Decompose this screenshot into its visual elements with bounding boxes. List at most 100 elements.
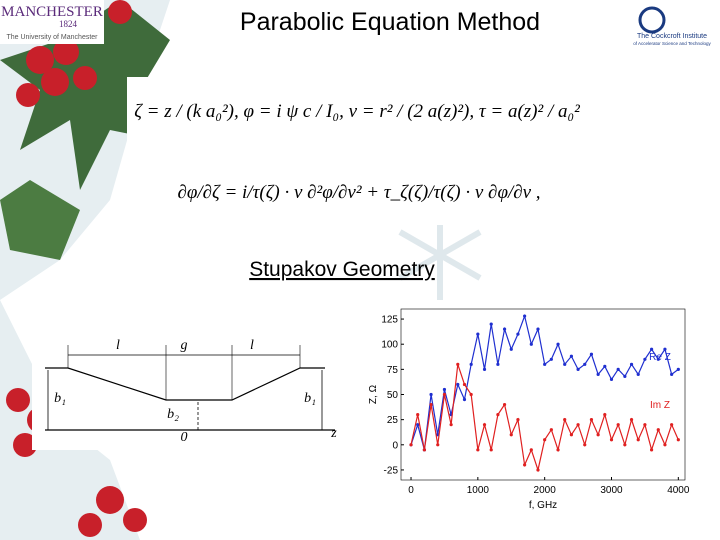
series-point <box>636 438 640 442</box>
equation: ∂φ/∂ζ = i/τ(ζ) · v ∂²φ/∂v² + τ_ζ(ζ)/τ(ζ)… <box>177 182 540 203</box>
series-point <box>609 438 614 442</box>
logo-name: MANCHESTER <box>1 4 103 20</box>
series-point <box>676 438 680 442</box>
series-point <box>482 367 487 371</box>
y-tick-label: -25 <box>384 465 399 476</box>
series-point <box>456 362 460 366</box>
series-point <box>563 362 567 366</box>
diagram <box>32 333 342 450</box>
series-point <box>496 413 500 417</box>
series-point <box>543 362 547 366</box>
legend-label: Im Z <box>650 400 670 411</box>
series-point <box>549 357 553 361</box>
y-tick-label: 100 <box>381 340 398 351</box>
series-point <box>529 448 533 452</box>
series-point <box>670 423 674 427</box>
series-point <box>643 357 647 361</box>
series-point <box>656 428 660 432</box>
slide-title: Parabolic Equation Method <box>240 8 540 36</box>
series-point <box>603 413 607 417</box>
series-point <box>636 372 640 376</box>
series-point <box>589 352 594 356</box>
series-point <box>663 347 667 351</box>
series-point <box>609 377 614 382</box>
x-axis-label: f, GHz <box>529 500 557 511</box>
holly-leaf <box>0 180 80 260</box>
logo-right-mark <box>638 6 666 34</box>
equation-box <box>205 160 513 225</box>
series-point <box>416 423 420 427</box>
series-point <box>596 372 600 376</box>
diagram-label: l <box>250 338 254 353</box>
diagram-label: b₁ <box>54 391 66 406</box>
y-tick-label: 50 <box>387 390 399 401</box>
series-point <box>442 387 447 392</box>
series-point <box>529 342 533 346</box>
series-point <box>469 362 473 366</box>
series-point <box>603 364 607 368</box>
x-tick-label: 2000 <box>534 485 557 496</box>
series-point <box>670 372 674 376</box>
series-point <box>502 327 507 331</box>
series-point <box>543 438 547 442</box>
series-point <box>436 443 440 447</box>
y-tick-label: 25 <box>387 415 399 426</box>
diagram-label: 0 <box>181 430 188 445</box>
series-point <box>449 423 453 427</box>
series-point <box>649 347 654 351</box>
series-point <box>462 382 467 387</box>
series-point <box>549 428 553 432</box>
x-tick-label: 4000 <box>667 485 690 496</box>
series-point <box>649 448 654 452</box>
legend-label: Re Z <box>649 352 671 363</box>
series-point <box>616 423 620 427</box>
series-point <box>623 443 627 447</box>
series-point <box>509 433 513 437</box>
series-point <box>429 402 433 407</box>
series-point <box>569 354 574 358</box>
y-tick-label: 0 <box>392 440 398 451</box>
series-point <box>516 332 520 336</box>
diagram-label: b₂ <box>167 407 179 422</box>
logo-left-box <box>0 0 104 44</box>
series-point <box>596 433 600 437</box>
y-tick-label: 75 <box>387 365 399 376</box>
series-point <box>422 448 426 452</box>
x-tick-label: 3000 <box>600 485 623 496</box>
series-point <box>576 423 580 427</box>
equation: ζ = z / (k a₀²), φ = i ψ c / I₀, v = r² … <box>134 101 580 122</box>
series-point <box>476 332 480 336</box>
diagram-label: b₁ <box>304 391 316 406</box>
x-tick-label: 1000 <box>467 485 490 496</box>
series-point <box>556 448 560 452</box>
logo-right-subtitle: of Accelerator Science and Technology <box>633 41 711 46</box>
x-tick-label: 0 <box>408 485 414 496</box>
series-point <box>569 433 574 437</box>
series-point <box>409 443 413 447</box>
chart: -25 0 25 50 75 100 125 0 1000 2000 3000 4000 f, GHz Z… <box>368 308 690 511</box>
decor <box>0 300 140 540</box>
series-point <box>456 382 460 387</box>
berries <box>6 0 147 537</box>
series-point <box>663 443 667 447</box>
section-title: Stupakov Geometry <box>249 258 435 281</box>
diagram-label: z <box>330 426 337 441</box>
series-point <box>676 367 680 371</box>
series-point <box>563 418 567 422</box>
series-point <box>523 463 527 467</box>
series-point <box>442 392 447 397</box>
series-point <box>616 367 620 371</box>
series-point <box>489 322 493 326</box>
series-point <box>462 397 467 402</box>
series-point <box>629 362 634 366</box>
series-point <box>643 423 647 427</box>
series-point <box>429 392 433 397</box>
series-point <box>469 392 473 397</box>
series-point <box>416 413 420 417</box>
series-point <box>536 327 540 331</box>
series-point <box>623 374 627 378</box>
series-point <box>556 342 560 346</box>
equation-box <box>127 77 587 145</box>
series-point <box>502 402 507 407</box>
